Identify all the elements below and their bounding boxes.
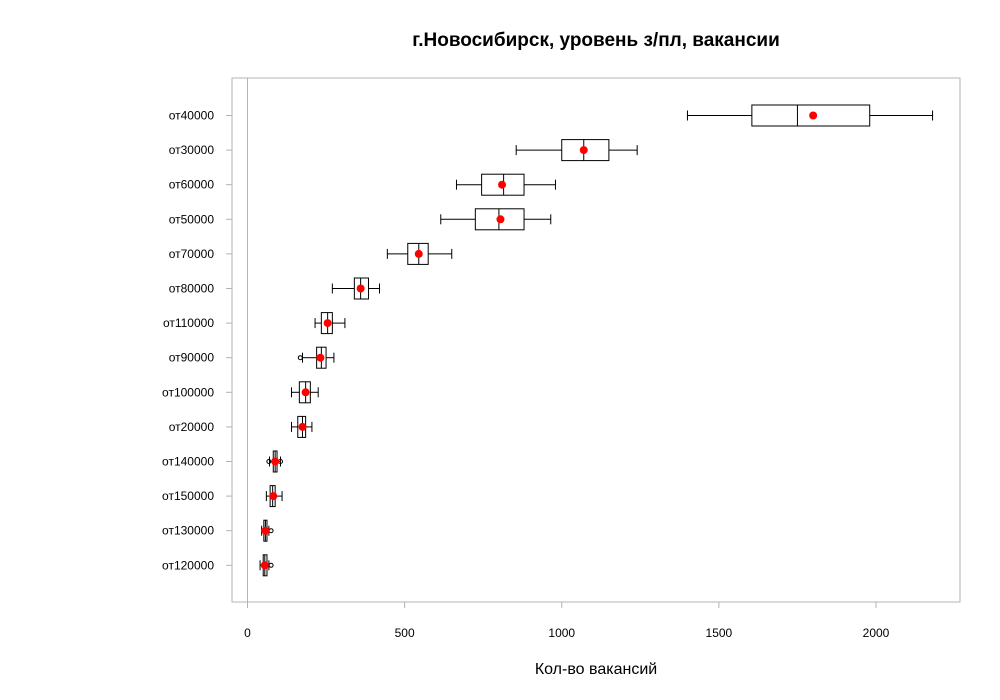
- box-от100000: [290, 381, 319, 404]
- mean-point: [261, 526, 270, 535]
- x-tick-label: 500: [395, 626, 415, 640]
- category-label: от30000: [169, 143, 215, 157]
- category-label: от60000: [169, 178, 215, 192]
- outlier-point: [297, 355, 303, 361]
- category-label: от20000: [169, 420, 215, 434]
- x-axis-label: Кол-во вакансий: [535, 661, 657, 678]
- outlier-point: [266, 459, 272, 464]
- mean-point: [260, 561, 269, 570]
- category-label: от80000: [169, 282, 215, 296]
- outlier-point: [268, 528, 274, 534]
- box-series: [259, 104, 934, 577]
- mean-point: [414, 249, 423, 258]
- box-от30000: [515, 139, 638, 162]
- mean-point: [301, 388, 310, 397]
- category-label: от140000: [162, 455, 214, 469]
- x-tick-label: 2000: [863, 626, 890, 640]
- box-от150000: [265, 485, 283, 508]
- category-label: от50000: [169, 212, 215, 226]
- mean-point: [498, 180, 507, 189]
- box-от50000: [440, 208, 552, 231]
- box-iqr: [353, 277, 369, 300]
- mean-point: [298, 422, 307, 431]
- box-iqr: [320, 312, 333, 335]
- category-label: от110000: [163, 316, 214, 330]
- category-label: от120000: [162, 558, 214, 572]
- mean-point: [809, 111, 818, 120]
- category-label: от70000: [169, 247, 215, 261]
- box-iqr: [481, 173, 525, 196]
- category-label: от100000: [162, 385, 214, 399]
- box-от90000: [297, 346, 335, 369]
- category-label: от150000: [162, 489, 214, 503]
- box-от60000: [455, 173, 556, 196]
- box-от130000: [261, 519, 274, 542]
- box-от70000: [386, 242, 453, 265]
- mean-point: [271, 457, 280, 466]
- y-axis-categories: от40000 от30000 от60000 от50000 от70000 от800…: [162, 109, 232, 572]
- box-iqr: [298, 381, 311, 404]
- mean-point: [323, 319, 332, 328]
- box-iqr: [751, 104, 871, 127]
- category-label: от90000: [169, 351, 215, 365]
- box-от20000: [290, 415, 313, 438]
- box-от40000: [686, 104, 934, 127]
- x-axis: 0 500 1000 1500 2000: [244, 602, 890, 640]
- category-label: от40000: [169, 109, 215, 123]
- box-от140000: [266, 450, 283, 473]
- box-от120000: [259, 554, 274, 577]
- mean-point: [269, 492, 278, 501]
- x-tick-label: 1500: [706, 626, 733, 640]
- mean-point: [356, 284, 365, 293]
- box-iqr: [474, 208, 525, 231]
- x-tick-label: 0: [244, 626, 251, 640]
- mean-point: [316, 353, 325, 362]
- outlier-point: [268, 562, 274, 568]
- chart-title: г.Новосибирск, уровень з/пл, вакансии: [412, 30, 780, 51]
- box-iqr: [561, 139, 610, 162]
- x-tick-label: 1000: [548, 626, 575, 640]
- plot-frame: [231, 77, 961, 603]
- mean-point: [579, 146, 588, 155]
- mean-point: [496, 215, 505, 224]
- box-от80000: [331, 277, 380, 300]
- box-от110000: [314, 312, 346, 335]
- box-iqr: [407, 242, 429, 265]
- category-label: от130000: [162, 524, 214, 538]
